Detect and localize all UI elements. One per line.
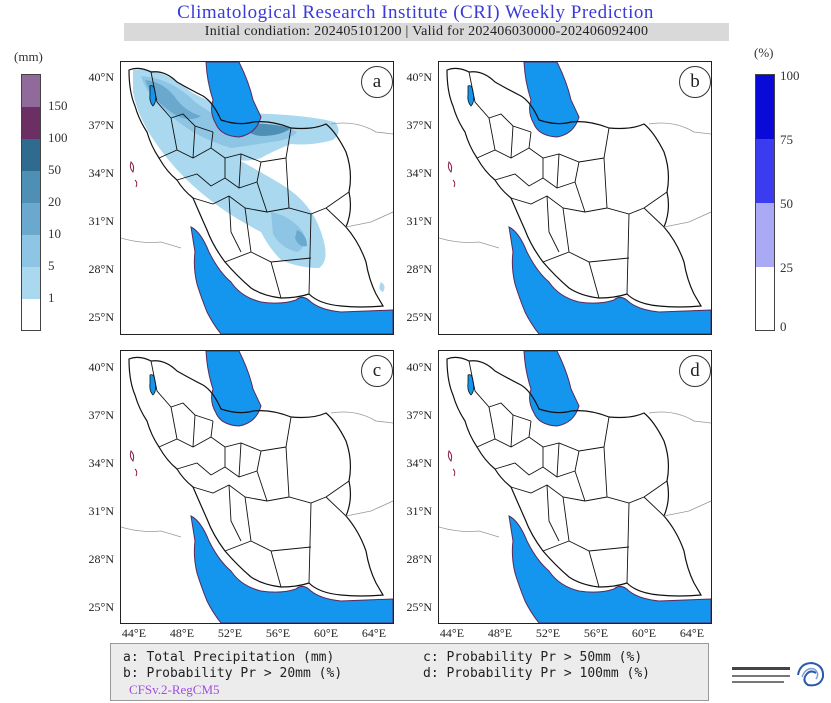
right-colorbar-unit: (%) <box>754 45 774 60</box>
lon-label: 64°E <box>679 626 705 640</box>
lon-label: 56°E <box>265 626 291 640</box>
lat-label: 31°N <box>406 214 432 228</box>
panel-label-a: a <box>361 66 393 98</box>
lat-label: 25°N <box>406 310 432 324</box>
cbar-seg-0-25 <box>756 267 774 330</box>
right-tick: 50 <box>780 196 793 211</box>
map-panel-d: d <box>438 350 712 624</box>
lon-label: 60°E <box>631 626 657 640</box>
left-colorbar <box>21 74 41 331</box>
cbar-seg-50-100 <box>22 139 40 171</box>
cbar-seg-150plus <box>22 75 40 107</box>
left-tick: 20 <box>48 194 61 209</box>
model-credit: CFSv.2-RegCM5 <box>129 682 220 697</box>
left-tick: 150 <box>48 98 68 113</box>
lat-label: 25°N <box>88 310 114 324</box>
cbar-seg-0-1 <box>22 299 40 330</box>
cbar-seg-25-50 <box>756 203 774 267</box>
lat-label: 28°N <box>406 552 432 566</box>
lon-label: 60°E <box>313 626 339 640</box>
legend-item-d: d: Probability Pr > 100mm (%) <box>423 666 650 681</box>
map-subtitle: Initial condiation: 202405101200 | Valid… <box>124 23 729 41</box>
map-title: Climatological Research Institute (CRI) … <box>177 2 654 23</box>
left-colorbar-unit: (mm) <box>14 49 43 64</box>
lat-label: 31°N <box>406 504 432 518</box>
map-panel-a: a <box>120 61 394 335</box>
lon-label: 56°E <box>583 626 609 640</box>
legend-item-a: a: Total Precipitation (mm) <box>123 650 335 665</box>
lat-label: 34°N <box>88 456 114 470</box>
lat-label: 37°N <box>406 408 432 422</box>
legend-box: a: Total Precipitation (mm) b: Probabili… <box>110 643 709 701</box>
lon-label: 48°E <box>169 626 195 640</box>
lat-label: 34°N <box>406 456 432 470</box>
lat-label: 28°N <box>88 262 114 276</box>
right-tick: 25 <box>780 260 793 275</box>
lat-label: 31°N <box>88 214 114 228</box>
lat-label: 31°N <box>88 504 114 518</box>
map-panel-c: c <box>120 350 394 624</box>
lat-label: 37°N <box>88 118 114 132</box>
left-tick: 50 <box>48 162 61 177</box>
legend-item-c: c: Probability Pr > 50mm (%) <box>423 650 643 665</box>
lat-label: 34°N <box>406 166 432 180</box>
lon-label: 52°E <box>217 626 243 640</box>
right-tick: 75 <box>780 132 793 147</box>
lat-label: 40°N <box>88 70 114 84</box>
panel-label-d: d <box>679 355 711 387</box>
institute-logo <box>732 661 825 687</box>
lat-label: 37°N <box>88 408 114 422</box>
right-colorbar <box>755 74 775 331</box>
left-tick: 1 <box>48 290 55 305</box>
cbar-seg-10-20 <box>22 203 40 235</box>
left-tick: 10 <box>48 226 61 241</box>
lat-label: 40°N <box>406 360 432 374</box>
cbar-seg-5-10 <box>22 235 40 267</box>
left-tick: 100 <box>48 130 68 145</box>
cbar-seg-75-100 <box>756 75 774 139</box>
lat-label: 40°N <box>406 70 432 84</box>
cbar-seg-20-50 <box>22 171 40 203</box>
cbar-seg-100-150 <box>22 107 40 139</box>
panel-label-c: c <box>361 355 393 387</box>
cbar-seg-1-5 <box>22 267 40 299</box>
lon-label: 48°E <box>487 626 513 640</box>
lon-label: 44°E <box>121 626 147 640</box>
lat-label: 28°N <box>88 552 114 566</box>
map-panel-b: b <box>438 61 712 335</box>
lat-label: 28°N <box>406 262 432 276</box>
cbar-seg-50-75 <box>756 139 774 203</box>
left-tick: 5 <box>48 258 55 273</box>
lon-label: 44°E <box>439 626 465 640</box>
lat-label: 25°N <box>88 600 114 614</box>
lat-label: 34°N <box>88 166 114 180</box>
panel-label-b: b <box>679 66 711 98</box>
right-tick: 100 <box>780 68 800 83</box>
lat-label: 25°N <box>406 600 432 614</box>
legend-item-b: b: Probability Pr > 20mm (%) <box>123 666 343 681</box>
lat-label: 37°N <box>406 118 432 132</box>
lon-label: 52°E <box>535 626 561 640</box>
lon-label: 64°E <box>361 626 387 640</box>
right-tick: 0 <box>780 319 787 334</box>
lat-label: 40°N <box>88 360 114 374</box>
